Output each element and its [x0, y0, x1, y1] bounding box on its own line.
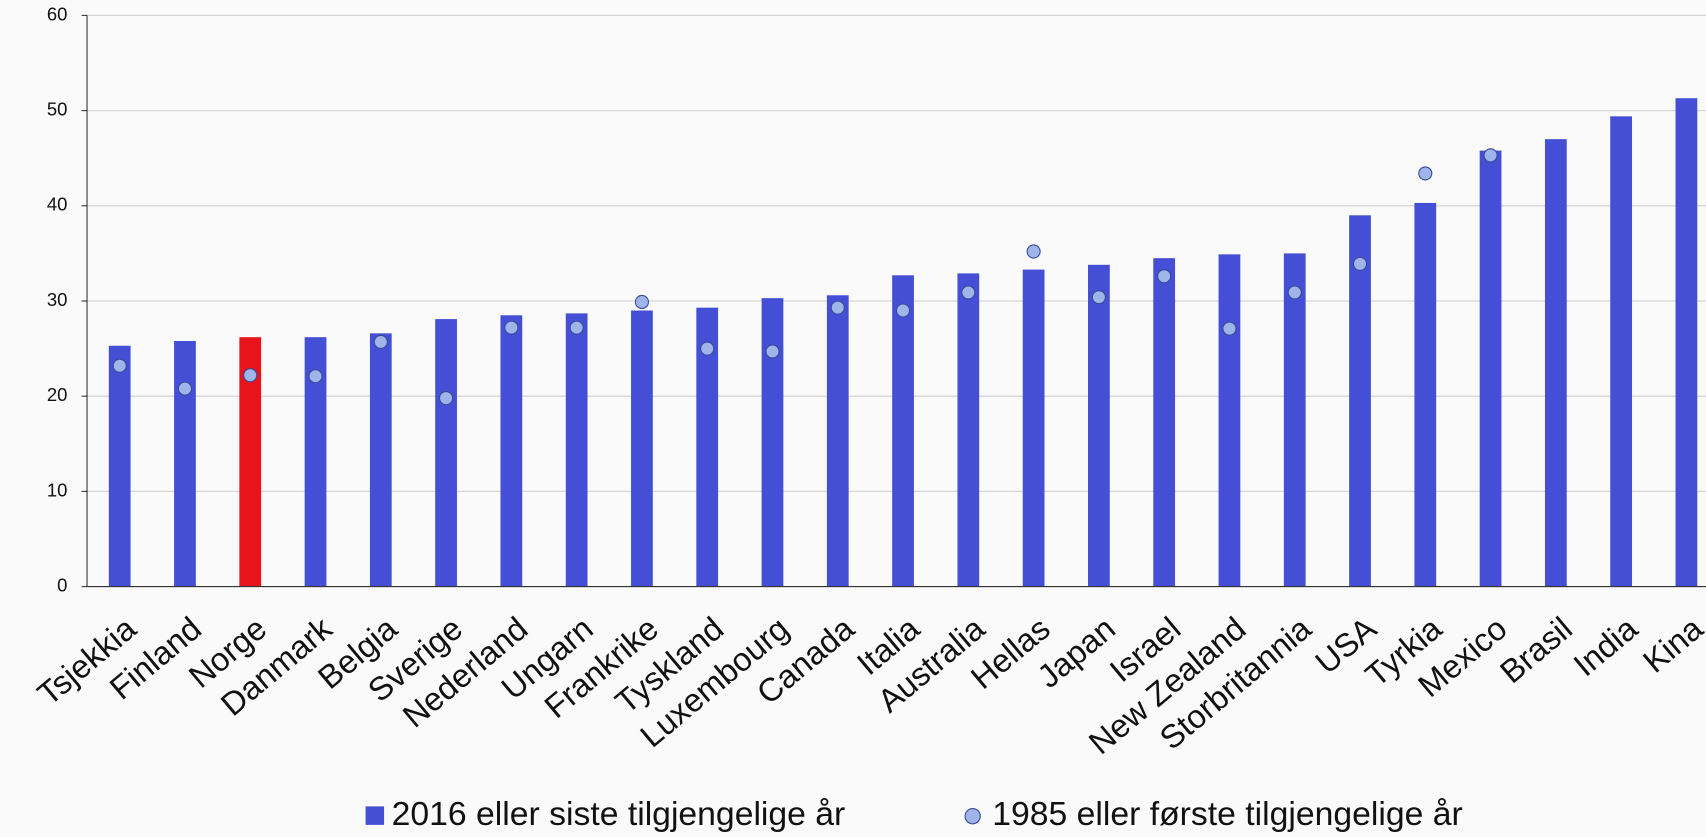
bar — [1088, 264, 1110, 587]
y-tick-label: 10 — [47, 479, 68, 500]
y-tick-label: 20 — [47, 384, 68, 405]
dot — [1352, 256, 1368, 271]
legend-label: 2016 eller siste tilgjengelige år — [392, 795, 846, 833]
bar — [435, 319, 457, 587]
bar — [108, 345, 131, 587]
y-tick-label: 50 — [47, 98, 68, 119]
bar — [369, 333, 392, 587]
dot — [308, 369, 323, 384]
dot — [830, 300, 845, 315]
bar — [1283, 253, 1306, 587]
bar — [826, 295, 849, 587]
dot — [1287, 285, 1302, 300]
bar — [1153, 258, 1176, 587]
bar — [1610, 116, 1633, 587]
x-tick-label: India — [1566, 609, 1645, 683]
bar — [631, 310, 653, 587]
dot — [112, 358, 127, 373]
y-tick-label: 30 — [47, 289, 68, 310]
dot — [1026, 244, 1041, 259]
dot — [439, 391, 454, 406]
bar — [565, 313, 588, 587]
x-tick-label: Japan — [1030, 609, 1122, 694]
dot — [1222, 321, 1237, 336]
dot — [765, 344, 780, 359]
bar — [304, 337, 327, 587]
dot — [961, 285, 976, 300]
dot — [1157, 269, 1172, 284]
y-tick-label: 60 — [47, 3, 68, 24]
bar — [500, 315, 523, 587]
dot — [504, 320, 519, 335]
bar — [761, 298, 784, 587]
x-tick-label: Brasil — [1493, 609, 1579, 690]
bar — [1544, 139, 1567, 587]
dot — [243, 368, 258, 383]
legend-swatch — [365, 806, 385, 825]
bar — [892, 275, 914, 587]
dot — [1091, 290, 1106, 305]
bar — [1414, 202, 1437, 587]
bar — [696, 307, 719, 587]
dot — [569, 320, 584, 335]
dot — [1483, 148, 1498, 163]
dot — [373, 334, 388, 350]
dot — [700, 341, 715, 356]
bar — [1218, 254, 1241, 587]
bar — [174, 340, 196, 587]
dot — [177, 381, 193, 396]
y-tick-label: 40 — [47, 194, 68, 215]
legend-label: 1985 eller første tilgjengelige år — [992, 795, 1462, 833]
bar — [1349, 215, 1371, 587]
dot — [895, 303, 911, 318]
y-tick-label: 0 — [57, 574, 67, 595]
legend-swatch — [964, 808, 981, 825]
bar — [239, 337, 262, 587]
bar — [1675, 98, 1698, 587]
bar — [957, 273, 980, 587]
bar — [1022, 269, 1045, 587]
dot — [634, 294, 649, 310]
bar — [1479, 150, 1502, 587]
dot — [1418, 166, 1433, 181]
x-tick-label: Kina — [1636, 609, 1706, 680]
